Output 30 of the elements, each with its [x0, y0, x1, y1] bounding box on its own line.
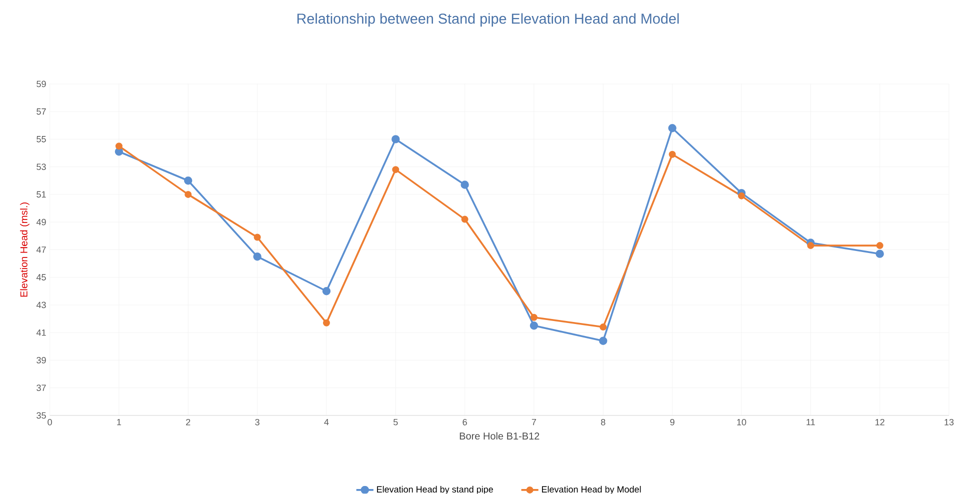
- y-tick-label: 49: [36, 219, 46, 226]
- x-tick-label: 7: [532, 419, 536, 426]
- y-tick-label: 51: [36, 191, 46, 198]
- x-tick-label: 6: [462, 419, 467, 426]
- x-tick-label: 9: [670, 419, 674, 426]
- y-tick-label: 35: [36, 412, 46, 419]
- x-tick-label: 12: [875, 419, 884, 426]
- x-tick-label: 1: [117, 419, 122, 426]
- x-tick-label: 10: [737, 419, 746, 426]
- y-tick-label: 41: [36, 330, 46, 336]
- y-tick-label: 37: [36, 384, 46, 392]
- x-tick-label: 8: [601, 419, 606, 426]
- y-tick-label: 55: [36, 136, 46, 142]
- y-tick-label: 45: [36, 274, 46, 281]
- x-tick-label: 3: [255, 419, 260, 426]
- x-axis-title: Bore Hole B1-B12: [460, 432, 540, 440]
- x-tick-label: 13: [944, 419, 954, 426]
- x-tick-label: 5: [393, 419, 398, 426]
- y-tick-label: 53: [36, 164, 46, 170]
- x-tick-label: 11: [806, 419, 815, 426]
- y-axis-title: Elevation Head (msl.): [20, 202, 30, 297]
- y-tick-label: 47: [36, 246, 46, 253]
- x-tick-label: 4: [324, 419, 329, 426]
- y-tick-label: 43: [36, 302, 46, 308]
- y-tick-label: 59: [36, 80, 46, 88]
- y-tick-label: 39: [36, 357, 46, 364]
- y-tick-label: 57: [36, 108, 46, 115]
- chart-title: Relationship between Stand pipe Elevation Head and Model: [297, 13, 679, 27]
- x-tick-label: 0: [48, 419, 52, 426]
- x-tick-label: 2: [186, 419, 190, 426]
